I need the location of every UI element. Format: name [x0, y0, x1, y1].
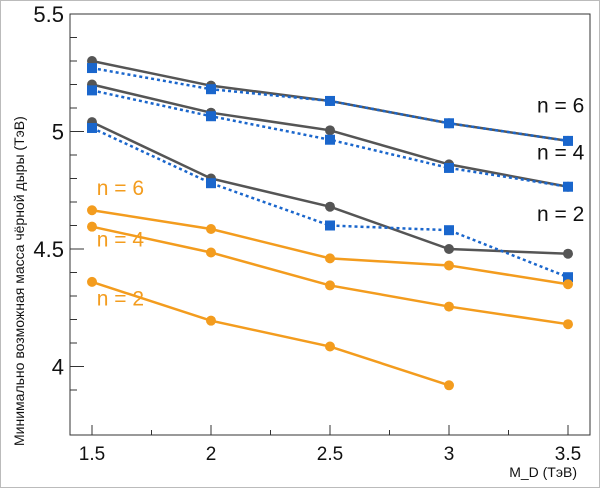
- data-point: [325, 201, 335, 212]
- data-point: [563, 181, 573, 192]
- y-tick-label: 4: [52, 355, 64, 380]
- data-point: [325, 125, 335, 136]
- x-tick-label: 3.5: [555, 444, 581, 465]
- data-point: [206, 178, 216, 189]
- data-point: [444, 225, 454, 236]
- annotation-label: n = 6: [537, 95, 584, 118]
- data-point: [87, 205, 97, 216]
- data-point: [563, 272, 573, 283]
- x-tick-label: 3: [444, 444, 455, 465]
- y-tick-label: 5: [52, 120, 64, 145]
- data-point: [444, 118, 454, 129]
- y-tick-label: 4.5: [33, 237, 64, 262]
- data-point: [444, 244, 454, 254]
- data-point: [563, 248, 573, 259]
- y-axis-label: Минимально возможная масса чёрной дыры (…: [11, 116, 27, 446]
- data-point: [206, 247, 216, 258]
- data-point: [325, 280, 335, 291]
- x-tick-label: 2: [206, 444, 217, 465]
- data-point: [563, 135, 573, 146]
- data-point: [444, 260, 454, 271]
- data-point: [563, 319, 573, 330]
- annotation-label: n = 2: [537, 203, 584, 226]
- annotation-label: n = 4: [537, 142, 585, 165]
- data-point: [206, 84, 216, 95]
- data-point: [87, 122, 97, 133]
- data-point: [325, 253, 335, 264]
- data-point: [206, 315, 216, 326]
- data-point: [206, 111, 216, 122]
- annotation-label: n = 2: [97, 287, 144, 310]
- x-tick-label: 1.5: [79, 444, 105, 465]
- data-point: [563, 279, 573, 290]
- data-point: [87, 276, 97, 287]
- series-line-8: [91, 280, 450, 387]
- data-point: [87, 221, 97, 232]
- data-point: [444, 162, 454, 173]
- data-point: [325, 220, 335, 231]
- data-point: [325, 95, 335, 106]
- data-point: [87, 85, 97, 96]
- y-tick-label: 5.5: [33, 2, 64, 27]
- data-point: [325, 341, 335, 352]
- data-point: [444, 301, 454, 312]
- annotation-label: n = 6: [97, 177, 144, 200]
- data-point: [87, 63, 97, 74]
- data-point: [325, 134, 335, 145]
- series-line-7: [91, 225, 569, 326]
- x-tick-label: 2.5: [317, 444, 343, 465]
- annotation-label: n = 4: [97, 229, 145, 252]
- data-point: [444, 380, 454, 391]
- data-point: [206, 224, 216, 235]
- x-axis-label: M_D (ТэВ): [509, 464, 577, 480]
